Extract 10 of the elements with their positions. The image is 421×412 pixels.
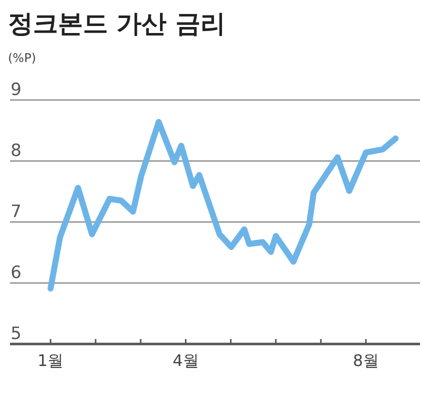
- x-tick-label: 1월: [37, 351, 64, 370]
- y-tick-label: 7: [10, 202, 22, 222]
- y-axis-title: (%P): [8, 51, 36, 65]
- chart-title: 정크본드 가산 금리: [8, 9, 226, 38]
- y-tick-label: 9: [10, 80, 22, 100]
- y-tick-label: 5: [10, 324, 22, 344]
- y-tick-label: 6: [10, 263, 22, 283]
- y-tick-label: 8: [10, 141, 22, 161]
- x-tick-label: 8월: [352, 351, 380, 370]
- x-tick-label: 4월: [172, 351, 199, 370]
